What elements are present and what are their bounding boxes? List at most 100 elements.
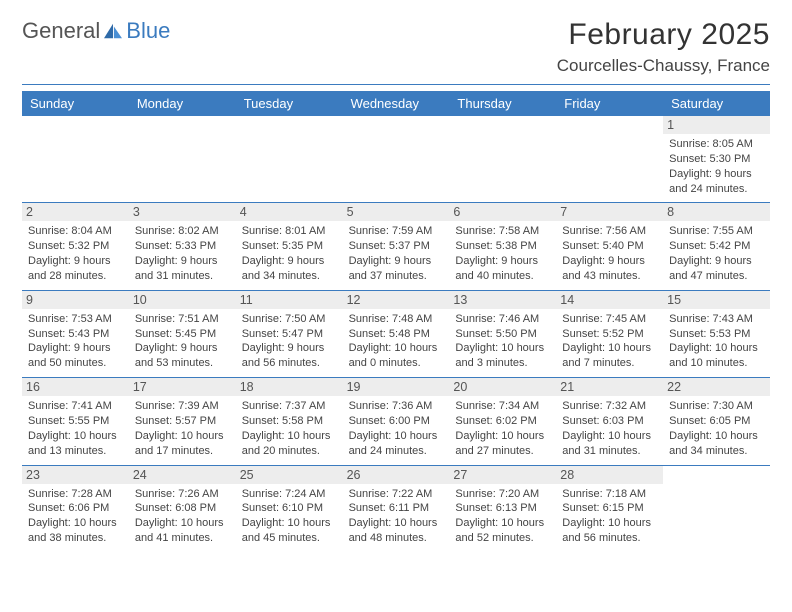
sunrise-line: Sunrise: 7:28 AM	[28, 487, 123, 502]
day-info: Sunrise: 7:28 AMSunset: 6:06 PMDaylight:…	[28, 487, 123, 546]
daylight-line: Daylight: 9 hours and 28 minutes.	[28, 254, 123, 284]
day-number: 13	[449, 291, 556, 309]
day-number: 18	[236, 378, 343, 396]
sunrise-line: Sunrise: 7:46 AM	[455, 312, 550, 327]
day-cell: 9Sunrise: 7:53 AMSunset: 5:43 PMDaylight…	[22, 291, 129, 377]
week-row: 9Sunrise: 7:53 AMSunset: 5:43 PMDaylight…	[22, 290, 770, 377]
sunset-line: Sunset: 6:00 PM	[349, 414, 444, 429]
sunrise-line: Sunrise: 7:58 AM	[455, 224, 550, 239]
day-number: 8	[663, 203, 770, 221]
daylight-line: Daylight: 10 hours and 7 minutes.	[562, 341, 657, 371]
day-info: Sunrise: 7:46 AMSunset: 5:50 PMDaylight:…	[455, 312, 550, 371]
daylight-line: Daylight: 9 hours and 37 minutes.	[349, 254, 444, 284]
day-cell: .	[556, 116, 663, 202]
day-cell: 24Sunrise: 7:26 AMSunset: 6:08 PMDayligh…	[129, 466, 236, 552]
sunset-line: Sunset: 5:53 PM	[669, 327, 764, 342]
sunset-line: Sunset: 5:57 PM	[135, 414, 230, 429]
day-cell: 23Sunrise: 7:28 AMSunset: 6:06 PMDayligh…	[22, 466, 129, 552]
day-cell: 14Sunrise: 7:45 AMSunset: 5:52 PMDayligh…	[556, 291, 663, 377]
day-cell: 2Sunrise: 8:04 AMSunset: 5:32 PMDaylight…	[22, 203, 129, 289]
logo-text-blue: Blue	[126, 18, 170, 44]
day-info: Sunrise: 8:01 AMSunset: 5:35 PMDaylight:…	[242, 224, 337, 283]
day-number: 16	[22, 378, 129, 396]
weekday-header-row: Sunday Monday Tuesday Wednesday Thursday…	[22, 91, 770, 116]
day-number: 10	[129, 291, 236, 309]
week-row: 2Sunrise: 8:04 AMSunset: 5:32 PMDaylight…	[22, 202, 770, 289]
daylight-line: Daylight: 10 hours and 13 minutes.	[28, 429, 123, 459]
day-number: 7	[556, 203, 663, 221]
sunrise-line: Sunrise: 7:18 AM	[562, 487, 657, 502]
day-number: 20	[449, 378, 556, 396]
sunrise-line: Sunrise: 7:53 AM	[28, 312, 123, 327]
day-info: Sunrise: 7:45 AMSunset: 5:52 PMDaylight:…	[562, 312, 657, 371]
day-cell: 25 Sunrise: 7:24 AMSunset: 6:10 PMDayligh…	[236, 466, 343, 552]
day-info: Sunrise: 7:22 AMSunset: 6:11 PMDaylight:…	[349, 487, 444, 546]
title-block: February 2025 Courcelles-Chaussy, France	[557, 18, 770, 76]
daylight-line: Daylight: 9 hours and 34 minutes.	[242, 254, 337, 284]
sunrise-line: Sunrise: 7:55 AM	[669, 224, 764, 239]
header-rule	[22, 84, 770, 85]
day-info: Sunrise: 7:34 AMSunset: 6:02 PMDaylight:…	[455, 399, 550, 458]
day-cell: 8Sunrise: 7:55 AMSunset: 5:42 PMDaylight…	[663, 203, 770, 289]
sunset-line: Sunset: 5:35 PM	[242, 239, 337, 254]
day-number: 19	[343, 378, 450, 396]
day-cell: 18Sunrise: 7:37 AMSunset: 5:58 PMDayligh…	[236, 378, 343, 464]
day-info: Sunrise: 7:30 AMSunset: 6:05 PMDaylight:…	[669, 399, 764, 458]
day-number: 5	[343, 203, 450, 221]
sunrise-line: Sunrise: 7:26 AM	[135, 487, 230, 502]
day-info: Sunrise: 7:48 AMSunset: 5:48 PMDaylight:…	[349, 312, 444, 371]
day-cell: 12 Sunrise: 7:48 AMSunset: 5:48 PMDayligh…	[343, 291, 450, 377]
sunrise-line: Sunrise: 7:32 AM	[562, 399, 657, 414]
day-number: 12	[343, 291, 450, 309]
sunrise-line: Sunrise: 8:05 AM	[669, 137, 764, 152]
sunset-line: Sunset: 6:15 PM	[562, 501, 657, 516]
day-cell: 5Sunrise: 7:59 AMSunset: 5:37 PMDaylight…	[343, 203, 450, 289]
weekday-header: Thursday	[449, 91, 556, 116]
daylight-line: Daylight: 9 hours and 31 minutes.	[135, 254, 230, 284]
logo: General Blue	[22, 18, 170, 44]
sunset-line: Sunset: 5:32 PM	[28, 239, 123, 254]
daylight-line: Daylight: 10 hours and 17 minutes.	[135, 429, 230, 459]
day-cell: 26 Sunrise: 7:22 AMSunset: 6:11 PMDayligh…	[343, 466, 450, 552]
logo-sail-icon	[102, 22, 124, 40]
sunrise-line: Sunrise: 8:04 AM	[28, 224, 123, 239]
daylight-line: Daylight: 9 hours and 24 minutes.	[669, 167, 764, 197]
day-number: 6	[449, 203, 556, 221]
sunrise-line: Sunrise: 7:34 AM	[455, 399, 550, 414]
day-number: 25	[236, 466, 343, 484]
day-cell: .	[663, 466, 770, 552]
day-number: 17	[129, 378, 236, 396]
daylight-line: Daylight: 10 hours and 27 minutes.	[455, 429, 550, 459]
day-info: Sunrise: 7:50 AMSunset: 5:47 PMDaylight:…	[242, 312, 337, 371]
day-info: Sunrise: 7:24 AMSunset: 6:10 PMDaylight:…	[242, 487, 337, 546]
day-number: 28	[556, 466, 663, 484]
sunset-line: Sunset: 5:37 PM	[349, 239, 444, 254]
weekday-header: Tuesday	[236, 91, 343, 116]
day-cell: .	[449, 116, 556, 202]
sunset-line: Sunset: 6:10 PM	[242, 501, 337, 516]
week-row: 16 Sunrise: 7:41 AMSunset: 5:55 PMDayligh…	[22, 377, 770, 464]
logo-text-general: General	[22, 18, 100, 44]
sunset-line: Sunset: 6:02 PM	[455, 414, 550, 429]
sunrise-line: Sunrise: 7:45 AM	[562, 312, 657, 327]
day-cell: 1Sunrise: 8:05 AMSunset: 5:30 PMDaylight…	[663, 116, 770, 202]
day-cell: .	[343, 116, 450, 202]
day-number: 9	[22, 291, 129, 309]
weekday-header: Friday	[556, 91, 663, 116]
day-number: 26	[343, 466, 450, 484]
day-cell: 13 Sunrise: 7:46 AMSunset: 5:50 PMDayligh…	[449, 291, 556, 377]
day-info: Sunrise: 7:58 AMSunset: 5:38 PMDaylight:…	[455, 224, 550, 283]
day-cell: 10Sunrise: 7:51 AMSunset: 5:45 PMDayligh…	[129, 291, 236, 377]
day-cell: 7Sunrise: 7:56 AMSunset: 5:40 PMDaylight…	[556, 203, 663, 289]
daylight-line: Daylight: 9 hours and 40 minutes.	[455, 254, 550, 284]
sunset-line: Sunset: 6:13 PM	[455, 501, 550, 516]
day-info: Sunrise: 7:41 AMSunset: 5:55 PMDaylight:…	[28, 399, 123, 458]
daylight-line: Daylight: 10 hours and 3 minutes.	[455, 341, 550, 371]
daylight-line: Daylight: 9 hours and 53 minutes.	[135, 341, 230, 371]
sunset-line: Sunset: 6:08 PM	[135, 501, 230, 516]
daylight-line: Daylight: 10 hours and 56 minutes.	[562, 516, 657, 546]
day-cell: 21Sunrise: 7:32 AMSunset: 6:03 PMDayligh…	[556, 378, 663, 464]
day-cell: 15Sunrise: 7:43 AMSunset: 5:53 PMDayligh…	[663, 291, 770, 377]
sunrise-line: Sunrise: 8:02 AM	[135, 224, 230, 239]
sunset-line: Sunset: 6:03 PM	[562, 414, 657, 429]
